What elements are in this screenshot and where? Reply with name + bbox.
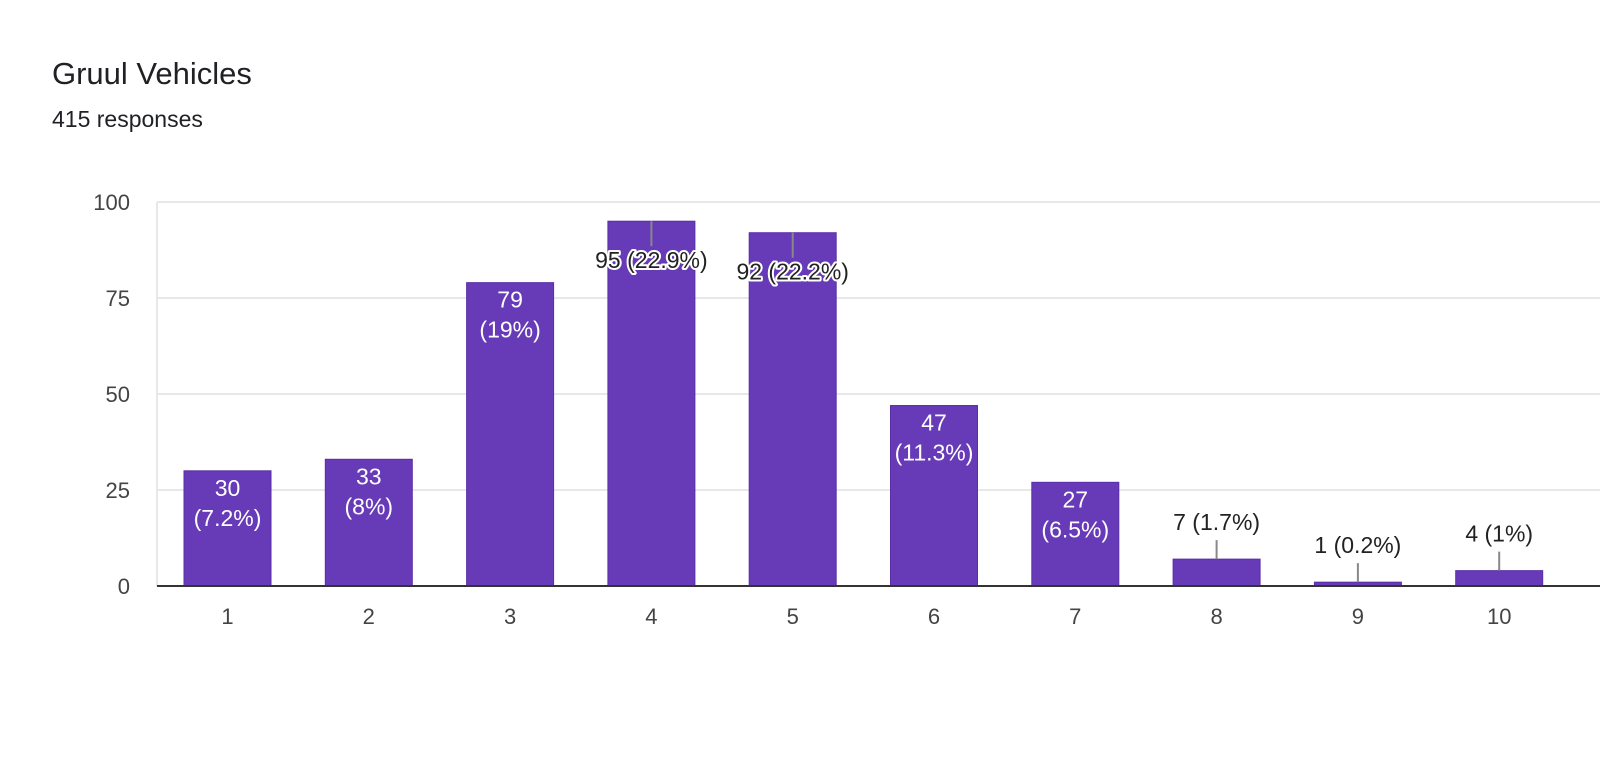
- data-label: (11.3%): [895, 440, 974, 466]
- y-tick-label: 75: [106, 286, 130, 311]
- bar: [324, 458, 413, 587]
- data-label: (7.2%): [194, 505, 262, 531]
- x-tick-label: 2: [363, 604, 375, 629]
- data-label: 30: [215, 475, 241, 501]
- bar: [1455, 570, 1544, 587]
- bar: [466, 282, 555, 587]
- bar: [183, 470, 272, 587]
- bar: [890, 405, 978, 587]
- data-label: 95 (22.9%): [595, 247, 708, 273]
- y-tick-label: 25: [106, 478, 130, 503]
- data-label: 47: [921, 410, 947, 436]
- data-label: (6.5%): [1041, 516, 1109, 542]
- data-label: 4 (1%): [1465, 521, 1533, 547]
- chart-title: Gruul Vehicles: [52, 56, 252, 91]
- x-tick-label: 9: [1352, 604, 1364, 629]
- x-tick-label: 1: [221, 604, 233, 629]
- data-label: 27: [1063, 486, 1089, 512]
- data-label: 1 (0.2%): [1314, 532, 1401, 558]
- response-count: 415 responses: [52, 106, 203, 132]
- x-tick-label: 7: [1069, 604, 1081, 629]
- data-label: 92 (22.2%): [736, 259, 849, 285]
- x-tick-label: 4: [645, 604, 657, 629]
- data-label: 79: [497, 287, 523, 313]
- y-tick-label: 50: [106, 382, 130, 407]
- data-label: 33: [356, 463, 382, 489]
- bar: [1172, 558, 1261, 587]
- y-tick-label: 0: [118, 574, 130, 599]
- bar: [607, 220, 696, 587]
- x-tick-label: 10: [1487, 604, 1511, 629]
- x-tick-label: 8: [1210, 604, 1222, 629]
- x-tick-label: 6: [928, 604, 940, 629]
- data-label: (19%): [479, 317, 540, 343]
- data-label: (8%): [345, 493, 394, 519]
- y-tick-label: 100: [93, 190, 130, 215]
- x-tick-label: 5: [787, 604, 799, 629]
- data-label: 7 (1.7%): [1173, 509, 1260, 535]
- bar: [748, 232, 837, 587]
- x-tick-label: 3: [504, 604, 516, 629]
- bar: [1031, 481, 1120, 587]
